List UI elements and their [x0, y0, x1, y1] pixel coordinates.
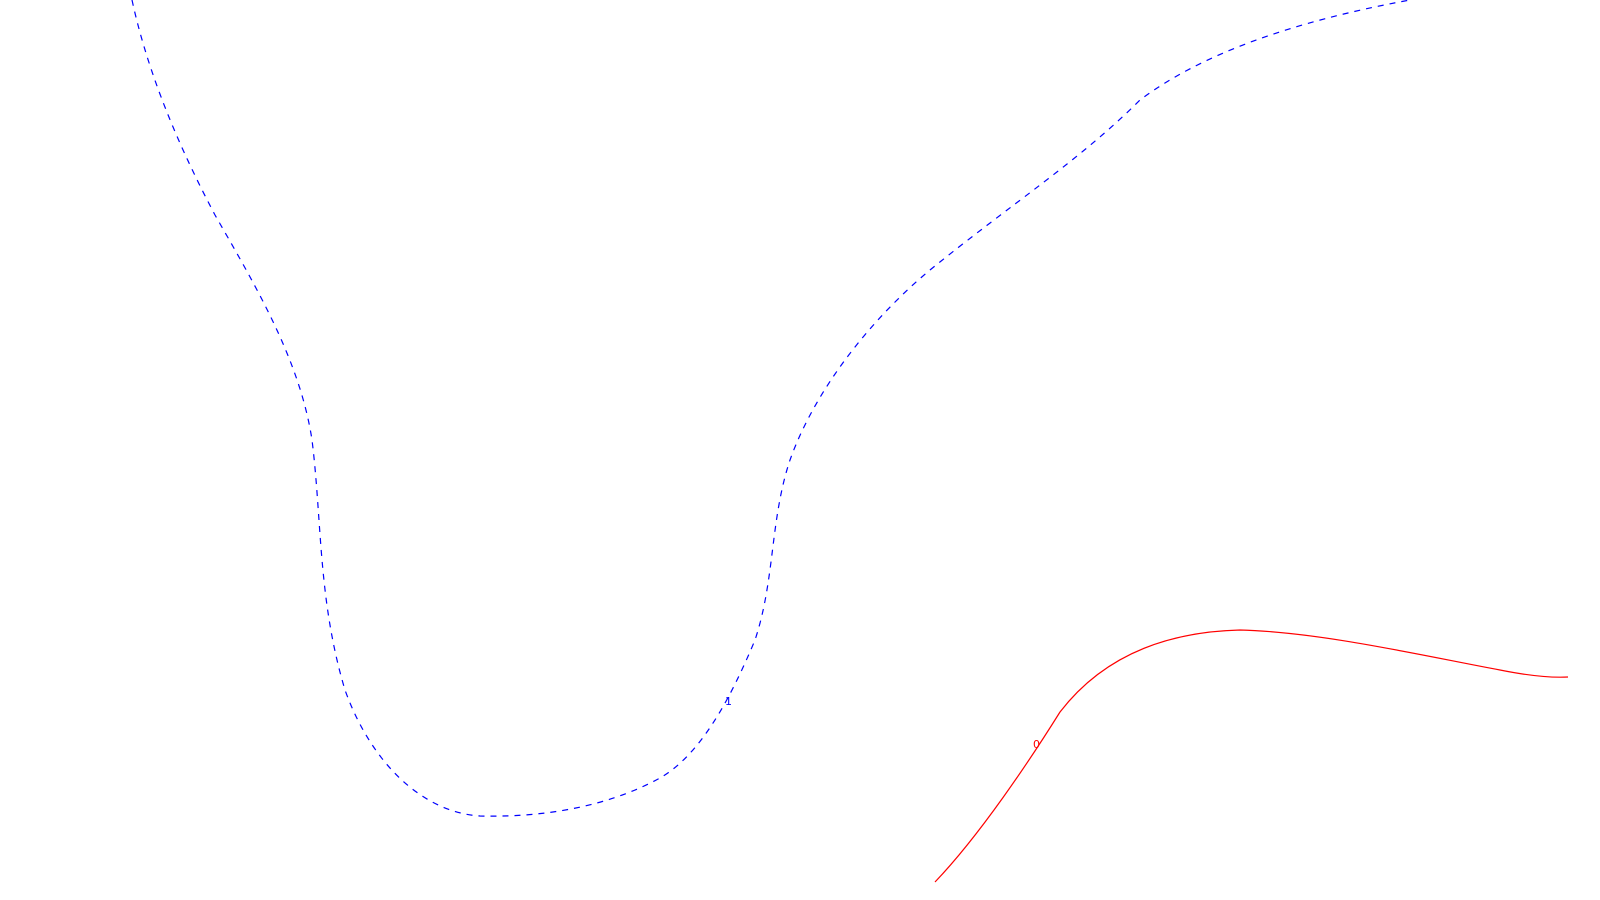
- contour-label-level-0: 0: [1033, 738, 1040, 751]
- contour-line-level-1: [131, 0, 1411, 817]
- contour-line-level-0: [934, 629, 1569, 883]
- contour-label-level-1: 1: [725, 695, 732, 708]
